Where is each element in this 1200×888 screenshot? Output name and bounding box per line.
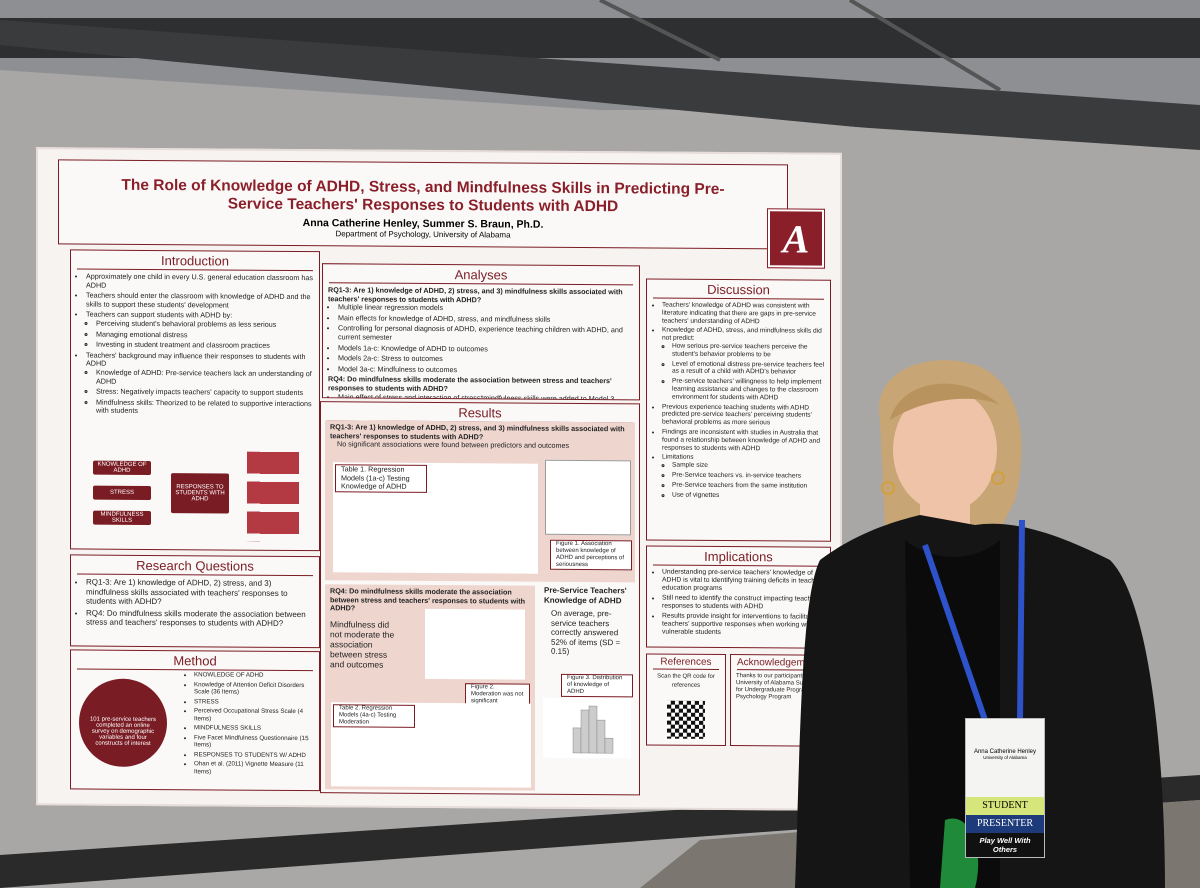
badge-affiliation: University of Alabama <box>983 755 1027 760</box>
badge: Anna Catherine Henley University of Alab… <box>965 718 1045 858</box>
results: Results RQ1-3: Are 1) knowledge of ADHD,… <box>320 401 640 796</box>
earring <box>881 481 895 495</box>
earring <box>991 471 1005 485</box>
knowledge-panel: Pre-Service Teachers' Knowledge of ADHD … <box>539 586 635 792</box>
wall-top <box>0 20 1200 160</box>
lanyard <box>1017 519 1025 721</box>
poster: The Role of Knowledge of ADHD, Stress, a… <box>36 147 842 811</box>
face <box>893 388 997 512</box>
histogram-image <box>543 697 631 759</box>
ribbon: PRESENTER <box>966 815 1044 833</box>
truss <box>848 0 1002 92</box>
hair-fringe <box>890 383 1000 420</box>
ribbon: Play Well With Others <box>966 833 1044 857</box>
ribbon: STUDENT <box>966 797 1044 815</box>
lanyard <box>922 544 988 721</box>
truss <box>599 0 721 62</box>
badge-name: Anna Catherine Henley <box>973 749 1037 755</box>
